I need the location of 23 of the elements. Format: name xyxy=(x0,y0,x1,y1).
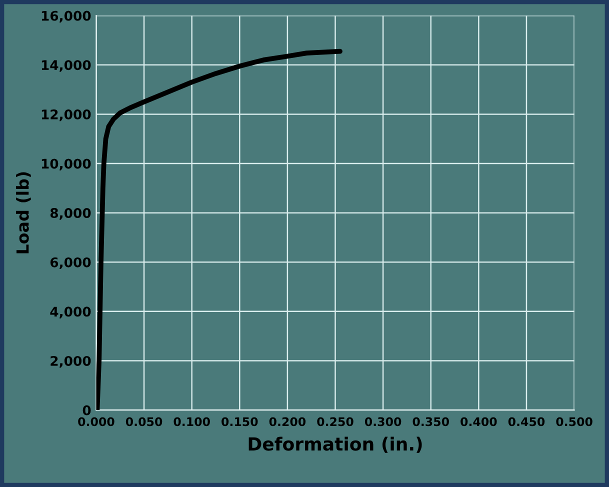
x-tick-label: 0.200 xyxy=(269,417,306,426)
y-tick-label: 6,000 xyxy=(50,257,91,270)
y-tick-label: 10,000 xyxy=(42,158,91,170)
x-tick-label: 0.450 xyxy=(508,417,545,426)
x-tick-label: 0.100 xyxy=(174,417,210,426)
x-tick-label: 0.400 xyxy=(460,417,497,426)
line-series xyxy=(96,48,342,410)
y-tick-label: 12,000 xyxy=(42,109,91,122)
y-tick-label: 16,000 xyxy=(42,10,91,22)
y-tick-label: 14,000 xyxy=(42,60,91,72)
x-tick-label: 0.300 xyxy=(364,417,402,426)
y-tick-label: 8,000 xyxy=(50,208,91,220)
x-tick-label: 0.150 xyxy=(222,417,258,426)
x-tick-label: 0.250 xyxy=(317,417,354,426)
x-tick-label: 0.000 xyxy=(78,417,114,426)
y-tick-label: 0 xyxy=(82,405,91,416)
y-axis-title: Load (lb) xyxy=(16,172,31,254)
y-tick-label: 4,000 xyxy=(50,306,91,318)
x-tick-label: 0.500 xyxy=(556,417,592,426)
y-tick-label: 2,000 xyxy=(50,356,91,368)
x-tick-label: 0.350 xyxy=(412,417,449,426)
x-axis-title: Deformation (in.) xyxy=(248,436,422,453)
x-tick-label: 0.050 xyxy=(126,417,162,426)
